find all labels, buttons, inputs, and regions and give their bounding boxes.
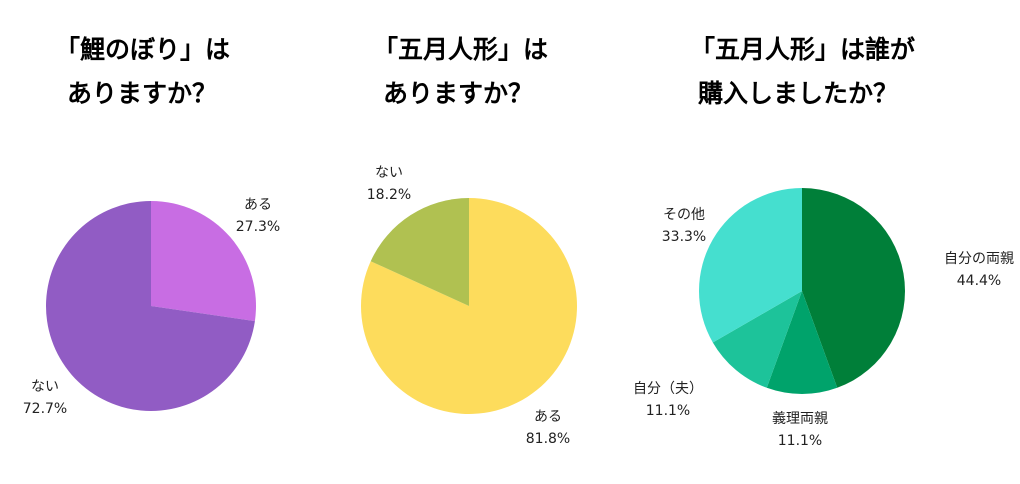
chart3-slice-1 [766,291,838,395]
chart3-title: 「五月人形」は誰が 購入しましたか？ [690,28,915,116]
slice-label: 義理両親 [772,411,828,427]
slice-label: ない [374,165,403,181]
chart2-label-nai: ない 18.2% [367,162,411,206]
chart3-label-own-parents: 自分の両親 44.4% [944,248,1014,292]
chart1-title-line2: ありますか？ [67,79,218,108]
chart2-title-line1: 「五月人形」は [373,35,549,64]
chart3-slice-0 [802,188,906,388]
slice-value: 11.1% [645,403,691,419]
chart1-slice-1 [46,201,255,412]
slice-label: ある [533,409,562,425]
chart1-slice-0 [151,201,257,322]
chart3-label-other: その他 33.3% [662,204,706,248]
chart2-title-line2: ありますか？ [383,79,534,108]
chart3-label-self: 自分（夫） 11.1% [633,378,703,422]
chart2-label-aru: ある 81.8% [526,406,570,450]
chart1-title-line1: 「鯉のぼり」は [55,35,231,64]
chart3-title-line2: 購入しましたか？ [698,79,899,108]
chart1-label-aru: ある 27.3% [236,194,280,238]
slice-label: その他 [662,207,705,223]
slice-label: ある [243,197,272,213]
chart3-title-line1: 「五月人形」は誰が [690,35,916,64]
slice-value: 81.8% [525,431,571,447]
chart3-slice-2 [712,291,802,388]
chart3-label-in-laws: 義理両親 11.1% [772,408,828,452]
slice-value: 33.3% [661,229,707,245]
slice-label: 自分（夫） [633,381,703,397]
slice-value: 11.1% [777,433,823,449]
slice-value: 44.4% [956,273,1002,289]
slice-value: 27.3% [235,219,281,235]
slice-label: ない [30,379,59,395]
chart1-label-nai: ない 72.7% [23,376,67,420]
slice-label: 自分の両親 [944,251,1014,267]
chart1-title: 「鯉のぼり」は ありますか？ [55,28,230,116]
chart3-slice-3 [699,188,802,343]
slice-value: 72.7% [22,401,68,417]
chart2-title: 「五月人形」は ありますか？ [373,28,548,116]
chart2-slice-1 [370,198,469,306]
slice-value: 18.2% [366,187,412,203]
